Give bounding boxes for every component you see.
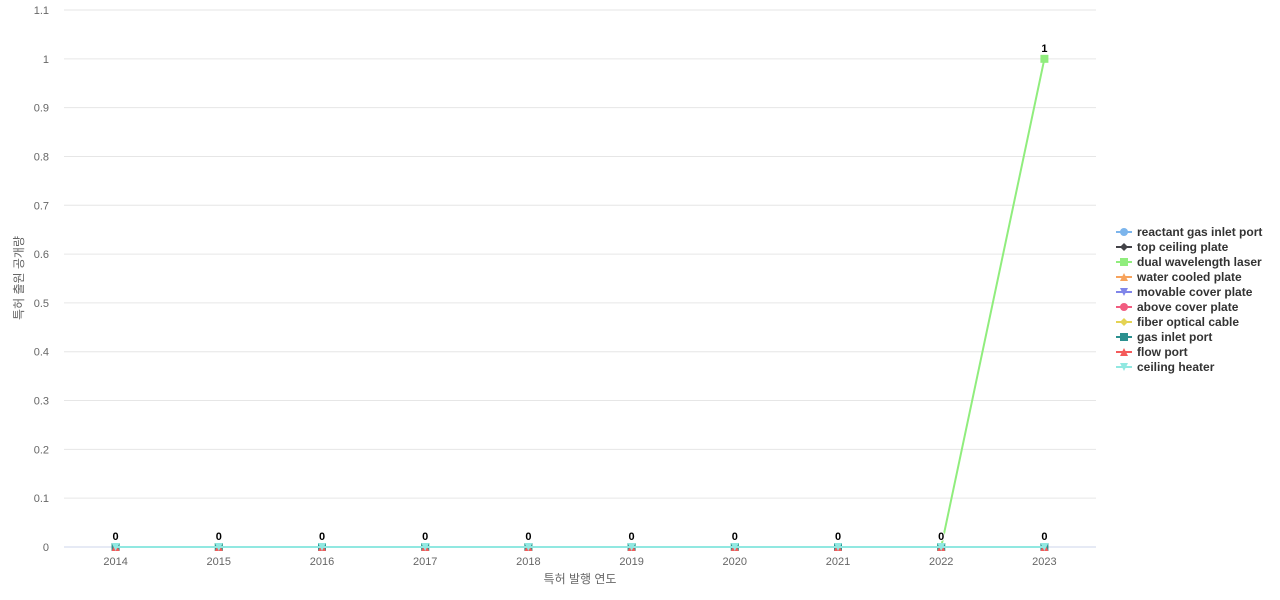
data-label: 0: [835, 531, 841, 543]
x-tick-label: 2016: [310, 556, 334, 568]
legend-label: fiber optical cable: [1137, 314, 1240, 329]
y-axis-title: 특허 출원 공개량: [12, 236, 26, 320]
legend-marker: [1120, 347, 1128, 356]
legend-marker-icon: [1116, 257, 1132, 266]
legend-marker-icon: [1116, 347, 1132, 356]
x-tick-label: 2022: [929, 556, 953, 568]
data-point: [1040, 54, 1049, 63]
legend-item[interactable]: water cooled plate: [1116, 269, 1262, 284]
data-point: [214, 543, 223, 551]
legend-marker-icon: [1116, 287, 1132, 296]
y-tick-label: 0.2: [34, 444, 49, 456]
legend-label: above cover plate: [1137, 299, 1239, 314]
legend-marker-icon: [1116, 302, 1132, 311]
x-tick-label: 2018: [516, 556, 540, 568]
data-label: 0: [319, 531, 325, 543]
data-point: [524, 543, 533, 551]
legend-marker-icon: [1116, 362, 1132, 371]
data-point: [834, 543, 842, 551]
data-point: [421, 543, 430, 551]
y-tick-label: 0.3: [34, 396, 49, 408]
legend-item[interactable]: top ceiling plate: [1116, 239, 1262, 254]
x-tick-label: 2014: [103, 556, 127, 568]
legend-item[interactable]: movable cover plate: [1116, 284, 1262, 299]
legend-item[interactable]: fiber optical cable: [1116, 314, 1262, 329]
legend: reactant gas inlet port top ceiling plate…: [1116, 224, 1262, 374]
data-label: 0: [113, 531, 119, 543]
data-point: [111, 543, 120, 551]
legend-marker: [1120, 362, 1128, 371]
y-tick-label: 0.4: [34, 347, 49, 359]
legend-label: water cooled plate: [1137, 269, 1242, 284]
data-label: 0: [629, 531, 635, 543]
data-point: [1040, 543, 1049, 551]
data-point: [318, 543, 326, 551]
y-tick-label: 0.5: [34, 298, 49, 310]
legend-marker: [1120, 317, 1128, 326]
y-tick-label: 1: [43, 54, 49, 66]
legend-label: dual wavelength laser: [1137, 254, 1262, 269]
data-label: 0: [1041, 531, 1047, 543]
x-tick-label: 2017: [413, 556, 437, 568]
legend-item[interactable]: dual wavelength laser: [1116, 254, 1262, 269]
data-label: 0: [525, 531, 531, 543]
legend-item[interactable]: reactant gas inlet port: [1116, 224, 1262, 239]
x-axis-title: 특허 발행 연도: [544, 571, 617, 586]
legend-item[interactable]: ceiling heater: [1116, 359, 1262, 374]
legend-marker-icon: [1116, 227, 1132, 236]
x-tick-label: 2019: [619, 556, 643, 568]
x-tick-label: 2020: [723, 556, 747, 568]
legend-label: flow port: [1137, 344, 1188, 359]
y-tick-label: 1.1: [34, 5, 49, 17]
legend-label: top ceiling plate: [1137, 239, 1229, 254]
legend-label: gas inlet port: [1137, 329, 1213, 344]
legend-label: reactant gas inlet port: [1137, 224, 1263, 239]
legend-marker-icon: [1116, 272, 1132, 281]
legend-item[interactable]: flow port: [1116, 344, 1262, 359]
legend-marker: [1120, 227, 1128, 236]
legend-item[interactable]: gas inlet port: [1116, 329, 1262, 344]
data-point: [730, 543, 739, 551]
y-tick-label: 0.8: [34, 151, 49, 163]
y-tick-label: 0.7: [34, 200, 49, 212]
series-ceiling-heater: [111, 543, 1049, 551]
legend-marker: [1120, 332, 1128, 341]
legend-marker: [1120, 302, 1128, 311]
data-label: 0: [216, 531, 222, 543]
data-labels: 0 0 0 0 0 0 0 0 0 1 0: [112, 42, 1049, 544]
legend-item[interactable]: above cover plate: [1116, 299, 1262, 314]
legend-marker: [1120, 257, 1128, 266]
x-tick-label: 2015: [207, 556, 231, 568]
x-tick-label: 2021: [826, 556, 850, 568]
legend-marker-icon: [1116, 242, 1132, 251]
y-tick-label: 0.1: [34, 493, 49, 505]
y-tick-label: 0.6: [34, 249, 49, 261]
data-label: 0: [938, 531, 944, 543]
legend-label: ceiling heater: [1137, 359, 1215, 374]
data-point: [627, 543, 636, 551]
y-tick-label: 0: [43, 542, 49, 554]
legend-marker: [1120, 272, 1128, 281]
y-tick-label: 0.9: [34, 103, 49, 115]
legend-marker: [1120, 287, 1128, 296]
data-label: 0: [732, 531, 738, 543]
legend-marker-icon: [1116, 317, 1132, 326]
legend-label: movable cover plate: [1137, 284, 1253, 299]
legend-marker: [1120, 242, 1128, 251]
data-label: 1: [1041, 43, 1047, 55]
x-tick-label: 2023: [1032, 556, 1056, 568]
data-label: 0: [422, 531, 428, 543]
legend-marker-icon: [1116, 332, 1132, 341]
data-point: [937, 543, 946, 551]
